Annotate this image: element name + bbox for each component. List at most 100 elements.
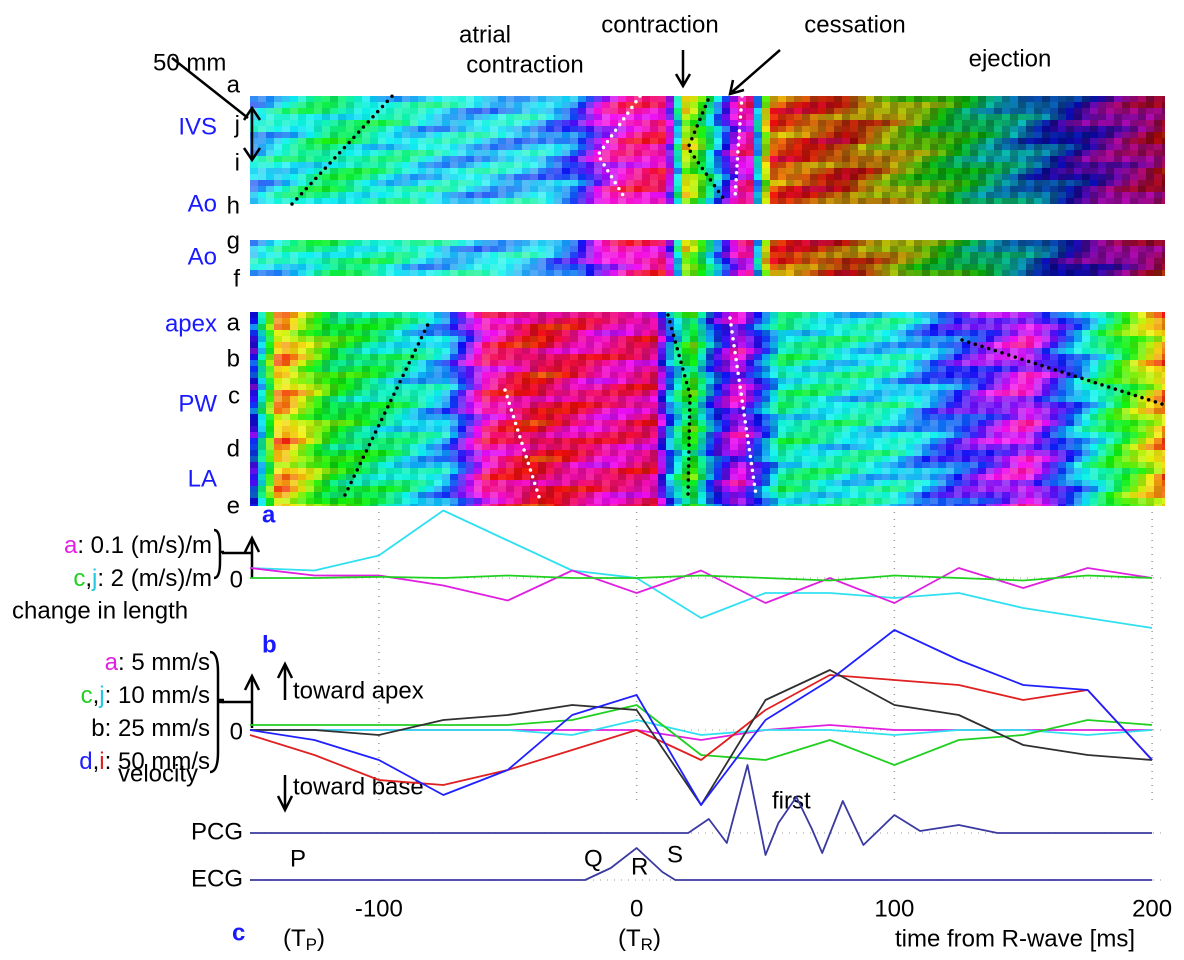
- heat-cell: [370, 132, 378, 138]
- heat-cell: [642, 408, 650, 414]
- heat-cell: [786, 390, 794, 396]
- heat-cell: [346, 468, 354, 474]
- heat-cell: [738, 186, 746, 192]
- heat-cell: [930, 102, 938, 108]
- heat-cell: [594, 102, 602, 108]
- heat-cell: [1082, 108, 1090, 114]
- heat-cell: [986, 144, 994, 150]
- heat-cell: [330, 168, 338, 174]
- heat-cell: [658, 444, 666, 450]
- heat-cell: [634, 378, 642, 384]
- heat-cell: [282, 444, 290, 450]
- heat-cell: [898, 144, 906, 150]
- heat-cell: [322, 426, 330, 432]
- heat-cell: [778, 420, 786, 426]
- heat-cell: [850, 132, 858, 138]
- heat-cell: [970, 138, 978, 144]
- heat-cell: [634, 318, 642, 324]
- heat-cell: [674, 450, 682, 456]
- heat-cell: [538, 198, 546, 204]
- heat-cell: [322, 378, 330, 384]
- heat-cell: [722, 336, 730, 342]
- heat-cell: [626, 138, 634, 144]
- heat-cell: [746, 192, 754, 198]
- heat-cell: [434, 354, 442, 360]
- heat-cell: [362, 336, 370, 342]
- heat-cell: [402, 252, 410, 258]
- heat-cell: [666, 378, 674, 384]
- heat-cell: [930, 108, 938, 114]
- heat-cell: [794, 162, 802, 168]
- heat-cell: [818, 168, 826, 174]
- heat-cell: [658, 426, 666, 432]
- heat-cell: [602, 462, 610, 468]
- heat-cell: [290, 336, 298, 342]
- heat-cell: [978, 120, 986, 126]
- heat-cell: [578, 498, 586, 504]
- heat-cell: [506, 162, 514, 168]
- heat-cell: [266, 486, 274, 492]
- heat-cell: [426, 198, 434, 204]
- heat-cell: [738, 264, 746, 270]
- heat-cell: [290, 240, 298, 246]
- heat-cell: [346, 396, 354, 402]
- heat-cell: [354, 180, 362, 186]
- heat-cell: [914, 102, 922, 108]
- heat-cell: [546, 384, 554, 390]
- heat-cell: [786, 462, 794, 468]
- heat-cell: [650, 246, 658, 252]
- heat-cell: [562, 324, 570, 330]
- heat-cell: [738, 492, 746, 498]
- heat-cell: [1010, 144, 1018, 150]
- heat-cell: [1010, 246, 1018, 252]
- heat-cell: [1058, 186, 1066, 192]
- heat-cell: [802, 240, 810, 246]
- heat-cell: [514, 348, 522, 354]
- heat-cell: [1034, 102, 1042, 108]
- heat-cell: [714, 150, 722, 156]
- heat-cell: [586, 474, 594, 480]
- heat-cell: [754, 396, 762, 402]
- heat-cell: [1042, 150, 1050, 156]
- heat-cell: [826, 246, 834, 252]
- heat-cell: [826, 162, 834, 168]
- heat-cell: [458, 162, 466, 168]
- heat-cell: [674, 420, 682, 426]
- heat-cell: [834, 102, 842, 108]
- heat-cell: [1130, 246, 1138, 252]
- heat-cell: [722, 426, 730, 432]
- heat-cell: [706, 378, 714, 384]
- heat-cell: [770, 360, 778, 366]
- heat-cell: [962, 186, 970, 192]
- heat-cell: [610, 462, 618, 468]
- heat-cell: [418, 150, 426, 156]
- heat-cell: [394, 348, 402, 354]
- heat-cell: [546, 426, 554, 432]
- heat-cell: [442, 432, 450, 438]
- heat-cell: [762, 252, 770, 258]
- heat-cell: [570, 114, 578, 120]
- heat-cell: [442, 456, 450, 462]
- heat-cell: [474, 504, 482, 506]
- heat-cell: [1154, 192, 1162, 198]
- heat-cell: [658, 366, 666, 372]
- heat-cell: [658, 168, 666, 174]
- heat-cell: [650, 432, 658, 438]
- heat-cell: [962, 240, 970, 246]
- heat-cell: [586, 174, 594, 180]
- heat-cell: [410, 270, 418, 276]
- heat-cell: [1114, 264, 1122, 270]
- heat-cell: [442, 438, 450, 444]
- heat-cell: [938, 102, 946, 108]
- heat-cell: [450, 462, 458, 468]
- heat-cell: [506, 486, 514, 492]
- heat-cell: [826, 144, 834, 150]
- heat-cell: [754, 456, 762, 462]
- heat-cell: [882, 246, 890, 252]
- heat-cell: [578, 504, 586, 506]
- heat-cell: [626, 330, 634, 336]
- heat-cell: [426, 384, 434, 390]
- heat-cell: [498, 372, 506, 378]
- heat-cell: [1034, 96, 1042, 102]
- heat-cell: [402, 468, 410, 474]
